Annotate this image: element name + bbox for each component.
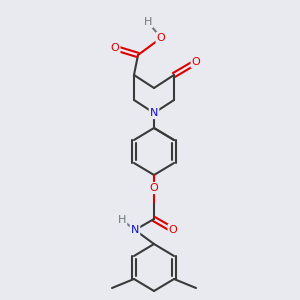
Text: O: O [169,225,177,235]
Text: H: H [118,215,126,225]
Text: O: O [150,183,158,193]
Text: O: O [111,43,119,53]
Text: N: N [131,225,139,235]
Text: O: O [192,57,200,67]
Text: O: O [157,33,165,43]
Text: N: N [150,108,158,118]
Text: H: H [144,17,152,27]
